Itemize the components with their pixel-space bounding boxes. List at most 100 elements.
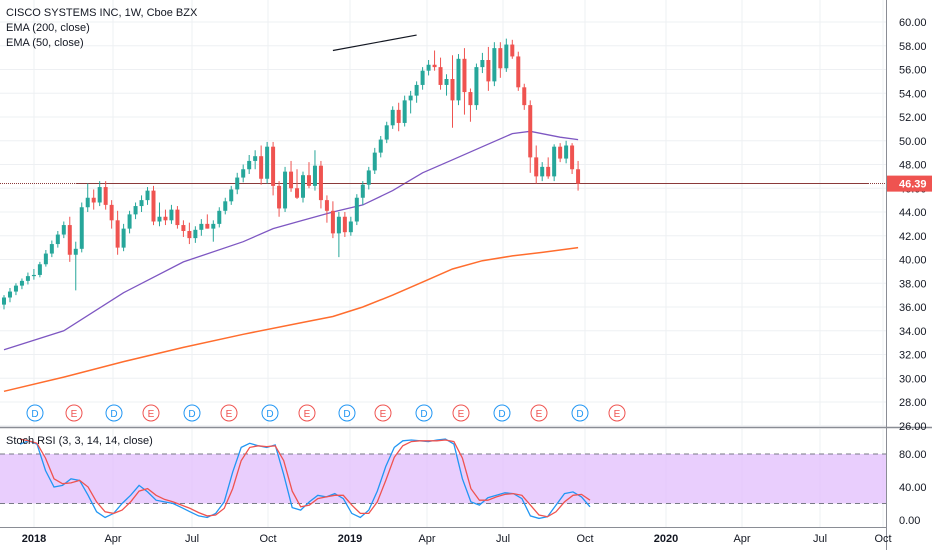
candle-body (115, 220, 120, 248)
candle-body (25, 276, 30, 281)
candle-body (390, 109, 395, 126)
candle-body (265, 146, 270, 179)
candle-body (324, 200, 329, 211)
candle-body (217, 210, 222, 224)
candle-body (37, 264, 42, 275)
candle-body (498, 48, 503, 69)
candle-body (145, 190, 150, 201)
event-label: E (148, 409, 155, 420)
stoch-d-line (19, 438, 591, 518)
event-circle (452, 404, 470, 422)
event-label: D (343, 409, 350, 420)
legend-title[interactable]: CISCO SYSTEMS INC, 1W, Cboe BZX (6, 7, 198, 19)
stoch-rsi-legend[interactable]: Stoch RSI (3, 3, 14, 14, close) (6, 435, 153, 447)
event-label: E (458, 409, 465, 420)
candle-body (552, 146, 557, 177)
candle-body (504, 44, 509, 69)
candle-body (109, 204, 114, 221)
event-label: D (188, 409, 195, 420)
event-circle (65, 404, 83, 422)
price-tick-label: 56.00 (899, 65, 927, 77)
candle-body (61, 225, 66, 235)
earnings-marker[interactable]: E (530, 404, 548, 422)
rsi-tick-label: 0.00 (899, 515, 920, 527)
candle-body (372, 152, 377, 171)
dividend-marker[interactable]: D (183, 404, 201, 422)
dividend-marker[interactable]: D (261, 404, 279, 422)
rsi-tick-label: 80.00 (899, 449, 927, 461)
candle-body (91, 197, 96, 203)
price-tick-label: 52.00 (899, 112, 927, 124)
candle-body (19, 280, 24, 286)
dividend-marker[interactable]: D (493, 404, 511, 422)
candle-body (450, 79, 455, 101)
candle-body (79, 207, 84, 249)
earnings-marker[interactable]: E (142, 404, 160, 422)
candle-body (199, 223, 204, 230)
candle-body (2, 297, 6, 305)
dividend-marker[interactable]: D (415, 404, 433, 422)
chart-legend: CISCO SYSTEMS INC, 1W, Cboe BZX EMA (200… (6, 6, 197, 51)
event-label: D (498, 409, 505, 420)
candle-body (348, 221, 353, 233)
earnings-marker[interactable]: E (608, 404, 626, 422)
candle-body (283, 171, 288, 209)
candle-body (139, 200, 144, 207)
earnings-marker[interactable]: E (65, 404, 83, 422)
candle-body (486, 60, 491, 82)
earnings-marker[interactable]: E (220, 404, 238, 422)
event-label: D (576, 409, 583, 420)
last-price-label: 46.39 (899, 179, 927, 191)
price-tick-label: 38.00 (899, 278, 927, 290)
time-tick-label: 2019 (338, 533, 362, 545)
event-label: D (420, 409, 427, 420)
candle-body (157, 216, 162, 222)
candle-body (253, 156, 258, 161)
rsi-band (0, 454, 886, 504)
candle-body (336, 216, 341, 234)
candle-body (211, 223, 216, 229)
candle-body (175, 209, 180, 226)
earnings-marker[interactable]: E (452, 404, 470, 422)
candle-body (318, 165, 323, 201)
candle-body (576, 169, 581, 184)
candle-body (456, 58, 461, 101)
event-circle (571, 404, 589, 422)
time-tick-label: Oct (576, 533, 593, 545)
event-circle (220, 404, 238, 422)
price-tick-label: 40.00 (899, 255, 927, 267)
candle-body (534, 157, 539, 177)
candle-body (492, 48, 497, 82)
candle-body (229, 189, 234, 202)
candle-body (241, 169, 246, 178)
candle-body (205, 223, 210, 229)
candle-body (295, 188, 300, 198)
earnings-marker[interactable]: E (374, 404, 392, 422)
candle-body (312, 165, 317, 186)
legend-ema200[interactable]: EMA (200, close) (6, 22, 90, 34)
price-tick-label: 58.00 (899, 41, 927, 53)
candle-body (360, 184, 365, 198)
price-tick-label: 42.00 (899, 231, 927, 243)
event-label: D (110, 409, 117, 420)
candle-body (103, 187, 108, 205)
candle-body (432, 64, 437, 68)
dividend-marker[interactable]: D (105, 404, 123, 422)
candle-body (31, 274, 36, 277)
candle-body (163, 216, 168, 221)
candle-body (235, 177, 240, 190)
event-label: D (31, 409, 38, 420)
candle-body (49, 244, 54, 254)
candle-body (528, 105, 533, 158)
dividend-marker[interactable]: D (571, 404, 589, 422)
event-circle (493, 404, 511, 422)
candle-body (13, 285, 18, 292)
candle-body (271, 146, 276, 186)
dividend-marker[interactable]: D (338, 404, 356, 422)
candle-body (73, 248, 78, 255)
dividend-marker[interactable]: D (26, 404, 44, 422)
earnings-marker[interactable]: E (298, 404, 316, 422)
legend-ema50[interactable]: EMA (50, close) (6, 37, 84, 49)
